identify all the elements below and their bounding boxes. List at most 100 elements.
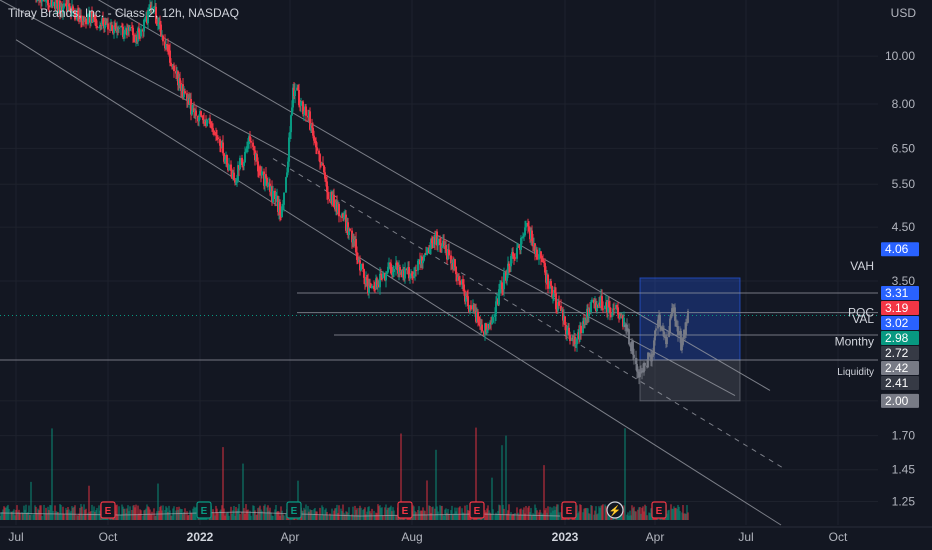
- volume-bar: [583, 508, 585, 520]
- volume-bar: [551, 507, 553, 520]
- earnings-marker[interactable]: E: [397, 501, 413, 519]
- volume-bar: [600, 505, 602, 520]
- volume-bar: [283, 515, 285, 520]
- volume-bar: [579, 504, 581, 520]
- split-marker[interactable]: ⚡: [606, 501, 624, 519]
- projection-candle: [670, 314, 672, 319]
- candle: [245, 149, 247, 152]
- candle: [124, 30, 126, 35]
- candle: [473, 304, 475, 312]
- candle: [437, 238, 439, 246]
- volume-bar: [605, 506, 607, 520]
- volume-bar: [413, 506, 415, 520]
- level-label: Liquidity: [837, 367, 874, 378]
- volume-bar: [277, 511, 279, 520]
- candle: [87, 14, 89, 25]
- volume-bar: [310, 510, 312, 520]
- price-tag-value: 2.00: [885, 394, 909, 408]
- candle: [279, 202, 281, 216]
- candle: [521, 237, 523, 239]
- volume-bar: [61, 514, 63, 520]
- candle: [117, 28, 119, 30]
- candle: [443, 240, 445, 247]
- volume-bar: [160, 505, 162, 520]
- candle: [491, 322, 493, 325]
- volume-bar: [2, 509, 4, 520]
- candle: [285, 177, 287, 193]
- volume-bar: [129, 506, 131, 520]
- volume-bar: [344, 514, 346, 520]
- candle: [541, 258, 543, 260]
- candle: [228, 164, 230, 171]
- volume-bar: [87, 512, 89, 520]
- volume-bar: [34, 505, 36, 520]
- volume-bar: [243, 508, 245, 520]
- volume-bar: [543, 465, 545, 520]
- volume-bar: [187, 515, 189, 520]
- projection-candle: [648, 352, 650, 356]
- earnings-badge: [397, 501, 413, 519]
- volume-bar: [545, 508, 547, 520]
- projection-candle: [655, 328, 657, 331]
- candle: [557, 301, 559, 311]
- x-tick-label: 2023: [552, 530, 579, 544]
- volume-bar: [82, 515, 84, 520]
- volume-bar: [239, 514, 241, 520]
- price-axis: 10.00 8.00 6.50 5.50 4.50 3.50 2.00 1.70 1.45 1.2…: [880, 0, 932, 550]
- candle: [448, 249, 450, 256]
- volume-bar: [590, 505, 592, 520]
- candle: [155, 6, 157, 24]
- trend-channel-line[interactable]: [0, 0, 736, 396]
- trend-channel-line[interactable]: [0, 0, 771, 391]
- volume-bar: [523, 507, 525, 520]
- volume-bar: [156, 511, 158, 520]
- volume-bar: [441, 505, 443, 520]
- volume-bar: [80, 504, 82, 520]
- candle: [99, 25, 101, 28]
- projection-candle: [685, 322, 687, 335]
- price-tag-bg: [881, 242, 919, 257]
- candle: [333, 194, 335, 207]
- projection-candle: [681, 344, 683, 351]
- volume-bar: [92, 510, 94, 520]
- trend-channel-line[interactable]: [15, 39, 782, 526]
- earnings-marker[interactable]: E: [651, 501, 667, 519]
- volume-bar: [506, 513, 508, 520]
- candle: [499, 287, 501, 290]
- volume-bar: [126, 508, 128, 520]
- volume-bar: [93, 506, 95, 520]
- candle: [138, 28, 140, 33]
- candle: [503, 272, 505, 290]
- earnings-marker[interactable]: E: [286, 501, 302, 519]
- candle: [257, 161, 259, 172]
- candle: [111, 24, 113, 31]
- earnings-marker[interactable]: E: [196, 501, 212, 519]
- volume-bar: [162, 505, 164, 520]
- volume-bar: [276, 511, 278, 520]
- volume-bar: [520, 508, 522, 520]
- volume-bar: [367, 507, 369, 520]
- volume-bar: [211, 512, 213, 520]
- candle: [426, 247, 428, 255]
- earnings-marker[interactable]: E: [100, 501, 116, 519]
- volume-bar: [115, 505, 117, 520]
- candle: [502, 289, 504, 291]
- candle: [550, 281, 552, 286]
- volume-bar: [314, 507, 316, 520]
- position-stop-zone[interactable]: [639, 359, 741, 402]
- candle: [486, 330, 488, 332]
- volume-bar: [83, 504, 85, 520]
- earnings-marker[interactable]: E: [561, 501, 577, 519]
- x-tick-label: Jul: [8, 530, 23, 544]
- candle: [133, 35, 135, 39]
- projection-candle: [643, 362, 645, 373]
- candle: [44, 0, 46, 2]
- candle: [302, 101, 304, 115]
- candle: [423, 255, 425, 261]
- volume-bar: [192, 508, 194, 520]
- position-target-zone[interactable]: [639, 277, 741, 361]
- earnings-marker[interactable]: E: [469, 501, 485, 519]
- volume-bar: [637, 509, 639, 520]
